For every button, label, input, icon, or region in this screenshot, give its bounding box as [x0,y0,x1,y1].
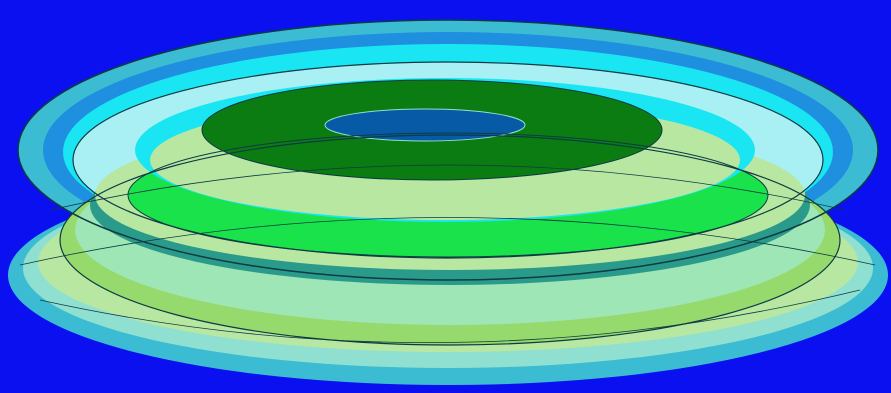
outline-mid [72,61,824,259]
contour-line-3 [39,289,861,344]
contour-line-1 [49,164,846,211]
outline-outer [17,19,879,281]
outline-bright-green [127,132,769,258]
outline-lower [59,134,841,346]
contour-line-2 [19,217,876,266]
outline-plateau [201,79,663,181]
